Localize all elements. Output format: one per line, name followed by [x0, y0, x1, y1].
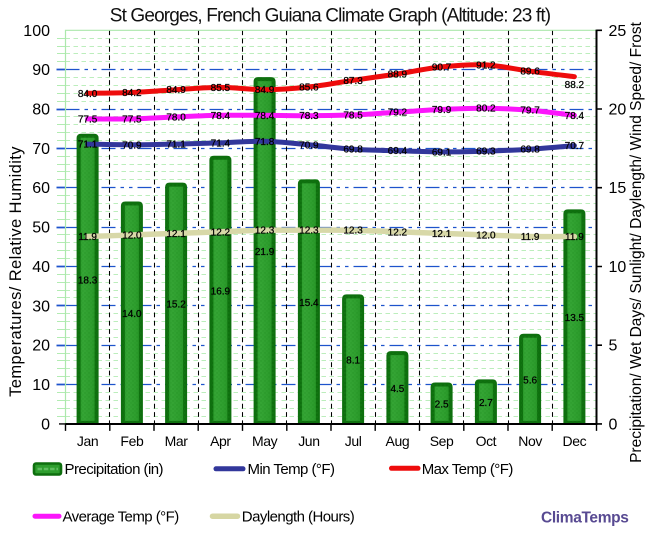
svg-text:78.4: 78.4: [211, 111, 231, 122]
svg-text:20: 20: [609, 102, 627, 119]
svg-text:30: 30: [32, 298, 50, 315]
svg-text:25: 25: [609, 23, 627, 40]
svg-text:69.8: 69.8: [520, 145, 540, 156]
svg-text:12.0: 12.0: [476, 231, 496, 242]
svg-text:70.7: 70.7: [565, 141, 585, 152]
svg-text:77.5: 77.5: [78, 114, 98, 125]
svg-text:91.2: 91.2: [476, 60, 496, 71]
svg-text:Temperatures/ Relative Humidit: Temperatures/ Relative Humidity: [7, 146, 25, 397]
svg-text:84.9: 84.9: [166, 85, 186, 96]
svg-text:Sep: Sep: [430, 433, 454, 449]
svg-text:Jul: Jul: [345, 433, 362, 449]
svg-text:Max Temp (°F): Max Temp (°F): [422, 461, 514, 478]
svg-text:78.5: 78.5: [343, 110, 363, 121]
svg-text:16.9: 16.9: [211, 286, 231, 297]
svg-text:70: 70: [32, 141, 50, 158]
svg-text:Mar: Mar: [165, 433, 189, 449]
svg-text:79.7: 79.7: [520, 106, 540, 117]
svg-text:11.9: 11.9: [521, 232, 540, 243]
svg-text:12.0: 12.0: [122, 231, 142, 242]
svg-text:May: May: [252, 433, 278, 449]
svg-text:88.2: 88.2: [565, 80, 585, 91]
svg-text:5: 5: [609, 338, 618, 355]
svg-text:50: 50: [32, 220, 50, 237]
svg-text:Feb: Feb: [120, 433, 144, 449]
svg-text:60: 60: [32, 180, 50, 197]
svg-text:St Georges, French Guiana Clim: St Georges, French Guiana Climate Graph …: [110, 6, 551, 27]
svg-text:2.5: 2.5: [435, 400, 449, 411]
svg-text:90.7: 90.7: [432, 62, 452, 73]
svg-text:88.9: 88.9: [388, 70, 408, 81]
svg-text:40: 40: [32, 259, 50, 276]
svg-text:84.0: 84.0: [78, 89, 98, 100]
svg-text:77.5: 77.5: [122, 114, 142, 125]
svg-text:85.5: 85.5: [211, 83, 231, 94]
svg-text:78.4: 78.4: [565, 111, 585, 122]
svg-text:Jun: Jun: [298, 433, 319, 449]
svg-text:12.2: 12.2: [388, 227, 408, 238]
svg-text:Daylength (Hours): Daylength (Hours): [242, 509, 355, 526]
svg-text:10: 10: [32, 377, 50, 394]
svg-text:90: 90: [32, 62, 50, 79]
svg-text:4.5: 4.5: [390, 384, 404, 395]
svg-text:Oct: Oct: [476, 433, 497, 449]
svg-text:84.2: 84.2: [122, 88, 142, 99]
svg-text:89.6: 89.6: [520, 67, 540, 78]
svg-text:0: 0: [609, 416, 618, 433]
svg-text:100: 100: [23, 23, 50, 40]
svg-text:84.9: 84.9: [255, 85, 275, 96]
svg-text:69.3: 69.3: [476, 147, 496, 158]
svg-text:78.3: 78.3: [299, 111, 319, 122]
svg-text:78.4: 78.4: [255, 111, 275, 122]
svg-text:Min Temp (°F): Min Temp (°F): [248, 461, 335, 478]
svg-text:71.4: 71.4: [211, 138, 231, 149]
svg-text:2.7: 2.7: [479, 398, 493, 409]
svg-text:13.5: 13.5: [565, 313, 585, 324]
svg-text:Nov: Nov: [518, 433, 542, 449]
svg-text:12.2: 12.2: [211, 227, 231, 238]
svg-text:Average Temp (°F): Average Temp (°F): [63, 509, 180, 526]
svg-text:70.9: 70.9: [122, 140, 142, 151]
svg-text:0: 0: [41, 416, 50, 433]
svg-text:80: 80: [32, 102, 50, 119]
svg-text:70.9: 70.9: [299, 140, 319, 151]
svg-text:85.6: 85.6: [299, 83, 319, 94]
svg-text:69.4: 69.4: [388, 146, 408, 157]
svg-text:69.8: 69.8: [343, 145, 363, 156]
svg-text:12.1: 12.1: [166, 229, 186, 240]
svg-text:69.1: 69.1: [432, 147, 452, 158]
svg-text:Apr: Apr: [210, 433, 231, 449]
svg-text:12.1: 12.1: [432, 229, 452, 240]
svg-text:12.3: 12.3: [299, 226, 319, 237]
svg-text:71.1: 71.1: [78, 140, 98, 151]
svg-text:5.6: 5.6: [523, 375, 537, 386]
svg-text:15.4: 15.4: [299, 298, 319, 309]
svg-text:Jan: Jan: [77, 433, 98, 449]
svg-text:8.1: 8.1: [346, 356, 360, 367]
svg-text:Dec: Dec: [563, 433, 587, 449]
svg-text:12.3: 12.3: [343, 226, 363, 237]
svg-text:12.3: 12.3: [255, 226, 275, 237]
svg-text:71.8: 71.8: [255, 137, 275, 148]
svg-text:71.1: 71.1: [166, 140, 186, 151]
svg-text:21.9: 21.9: [255, 247, 275, 258]
svg-text:Precipitation (in): Precipitation (in): [65, 461, 164, 478]
svg-text:79.9: 79.9: [432, 105, 452, 116]
svg-text:20: 20: [32, 338, 50, 355]
svg-text:87.3: 87.3: [343, 76, 363, 87]
svg-text:18.3: 18.3: [78, 275, 98, 286]
svg-text:Precipitation/ Wet Days/ Sunli: Precipitation/ Wet Days/ Sunlight/ Dayle…: [628, 21, 645, 463]
svg-text:11.9: 11.9: [565, 232, 584, 243]
svg-text:Aug: Aug: [386, 433, 410, 449]
svg-text:15: 15: [609, 180, 627, 197]
svg-text:78.0: 78.0: [166, 112, 186, 123]
svg-text:79.2: 79.2: [388, 108, 408, 119]
svg-text:10: 10: [609, 259, 627, 276]
svg-text:14.0: 14.0: [122, 309, 142, 320]
svg-text:11.9: 11.9: [78, 232, 97, 243]
svg-text:ClimaTemps: ClimaTemps: [541, 510, 629, 527]
svg-text:80.2: 80.2: [476, 104, 496, 115]
svg-text:15.2: 15.2: [166, 300, 186, 311]
